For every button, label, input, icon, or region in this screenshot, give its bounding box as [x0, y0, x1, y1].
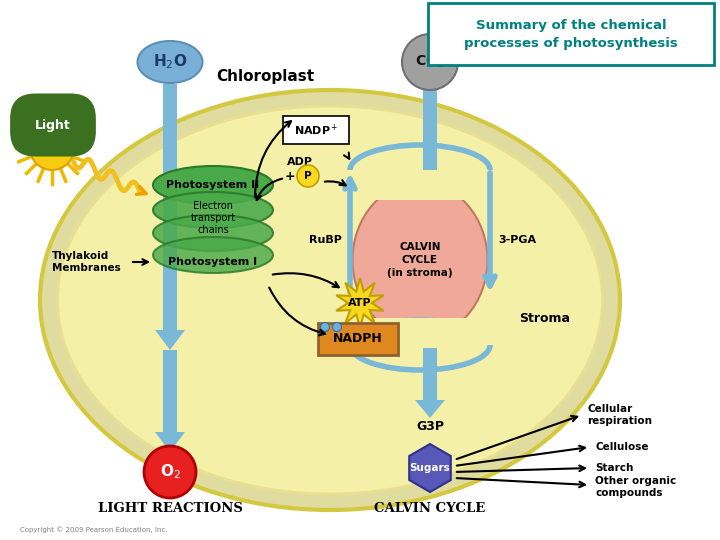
Text: NADPH: NADPH: [333, 333, 383, 346]
Text: Chloroplast: Chloroplast: [216, 70, 314, 84]
Text: Photosystem II: Photosystem II: [166, 180, 260, 190]
Polygon shape: [345, 318, 495, 345]
Text: H$_2$O: H$_2$O: [153, 52, 187, 71]
Text: Sugars: Sugars: [410, 463, 451, 473]
Text: P: P: [304, 171, 312, 181]
Text: O$_2$: O$_2$: [160, 463, 181, 481]
FancyBboxPatch shape: [318, 323, 398, 355]
FancyBboxPatch shape: [428, 3, 714, 65]
Text: Electron
transport
chains: Electron transport chains: [190, 200, 235, 235]
Circle shape: [297, 165, 319, 187]
Ellipse shape: [353, 183, 487, 338]
Text: Copyright © 2009 Pearson Education, Inc.: Copyright © 2009 Pearson Education, Inc.: [20, 526, 168, 534]
Text: CALVIN
CYCLE
(in stroma): CALVIN CYCLE (in stroma): [387, 242, 453, 278]
Circle shape: [333, 322, 341, 332]
Polygon shape: [336, 278, 384, 328]
Text: Starch: Starch: [595, 463, 634, 473]
Circle shape: [402, 34, 458, 90]
Ellipse shape: [153, 166, 273, 204]
Polygon shape: [409, 444, 451, 492]
Text: Light: Light: [35, 118, 71, 132]
Ellipse shape: [40, 90, 620, 510]
Text: NADP$^+$: NADP$^+$: [294, 123, 338, 138]
Text: ADP: ADP: [287, 157, 313, 167]
Polygon shape: [163, 350, 177, 432]
Text: G3P: G3P: [416, 420, 444, 433]
Ellipse shape: [153, 215, 273, 251]
Text: CALVIN CYCLE: CALVIN CYCLE: [374, 502, 485, 515]
Polygon shape: [415, 230, 445, 252]
Polygon shape: [163, 84, 177, 330]
Text: ATP: ATP: [348, 298, 372, 308]
Text: Summary of the chemical
processes of photosynthesis: Summary of the chemical processes of pho…: [464, 18, 678, 50]
Polygon shape: [423, 90, 437, 230]
Polygon shape: [155, 432, 185, 452]
Text: Thylakoid
Membranes: Thylakoid Membranes: [52, 251, 121, 273]
Circle shape: [320, 322, 330, 332]
Ellipse shape: [138, 41, 202, 83]
Ellipse shape: [153, 192, 273, 228]
Polygon shape: [345, 170, 495, 200]
Text: 3-PGA: 3-PGA: [498, 235, 536, 245]
Polygon shape: [415, 400, 445, 418]
Circle shape: [30, 126, 74, 170]
Text: Cellulose: Cellulose: [595, 442, 649, 452]
Text: CO$_2$: CO$_2$: [415, 54, 445, 70]
Text: Stroma: Stroma: [520, 312, 570, 325]
Polygon shape: [423, 348, 437, 400]
Polygon shape: [155, 330, 185, 350]
Text: Other organic
compounds: Other organic compounds: [595, 476, 676, 498]
Ellipse shape: [153, 237, 273, 273]
Ellipse shape: [58, 106, 603, 494]
Text: LIGHT REACTIONS: LIGHT REACTIONS: [98, 502, 243, 515]
Text: Photosystem I: Photosystem I: [168, 257, 258, 267]
Circle shape: [144, 446, 196, 498]
Text: +: +: [284, 170, 295, 183]
Text: Cellular
respiration: Cellular respiration: [587, 404, 652, 426]
FancyBboxPatch shape: [283, 116, 349, 144]
Text: RuBP: RuBP: [309, 235, 342, 245]
